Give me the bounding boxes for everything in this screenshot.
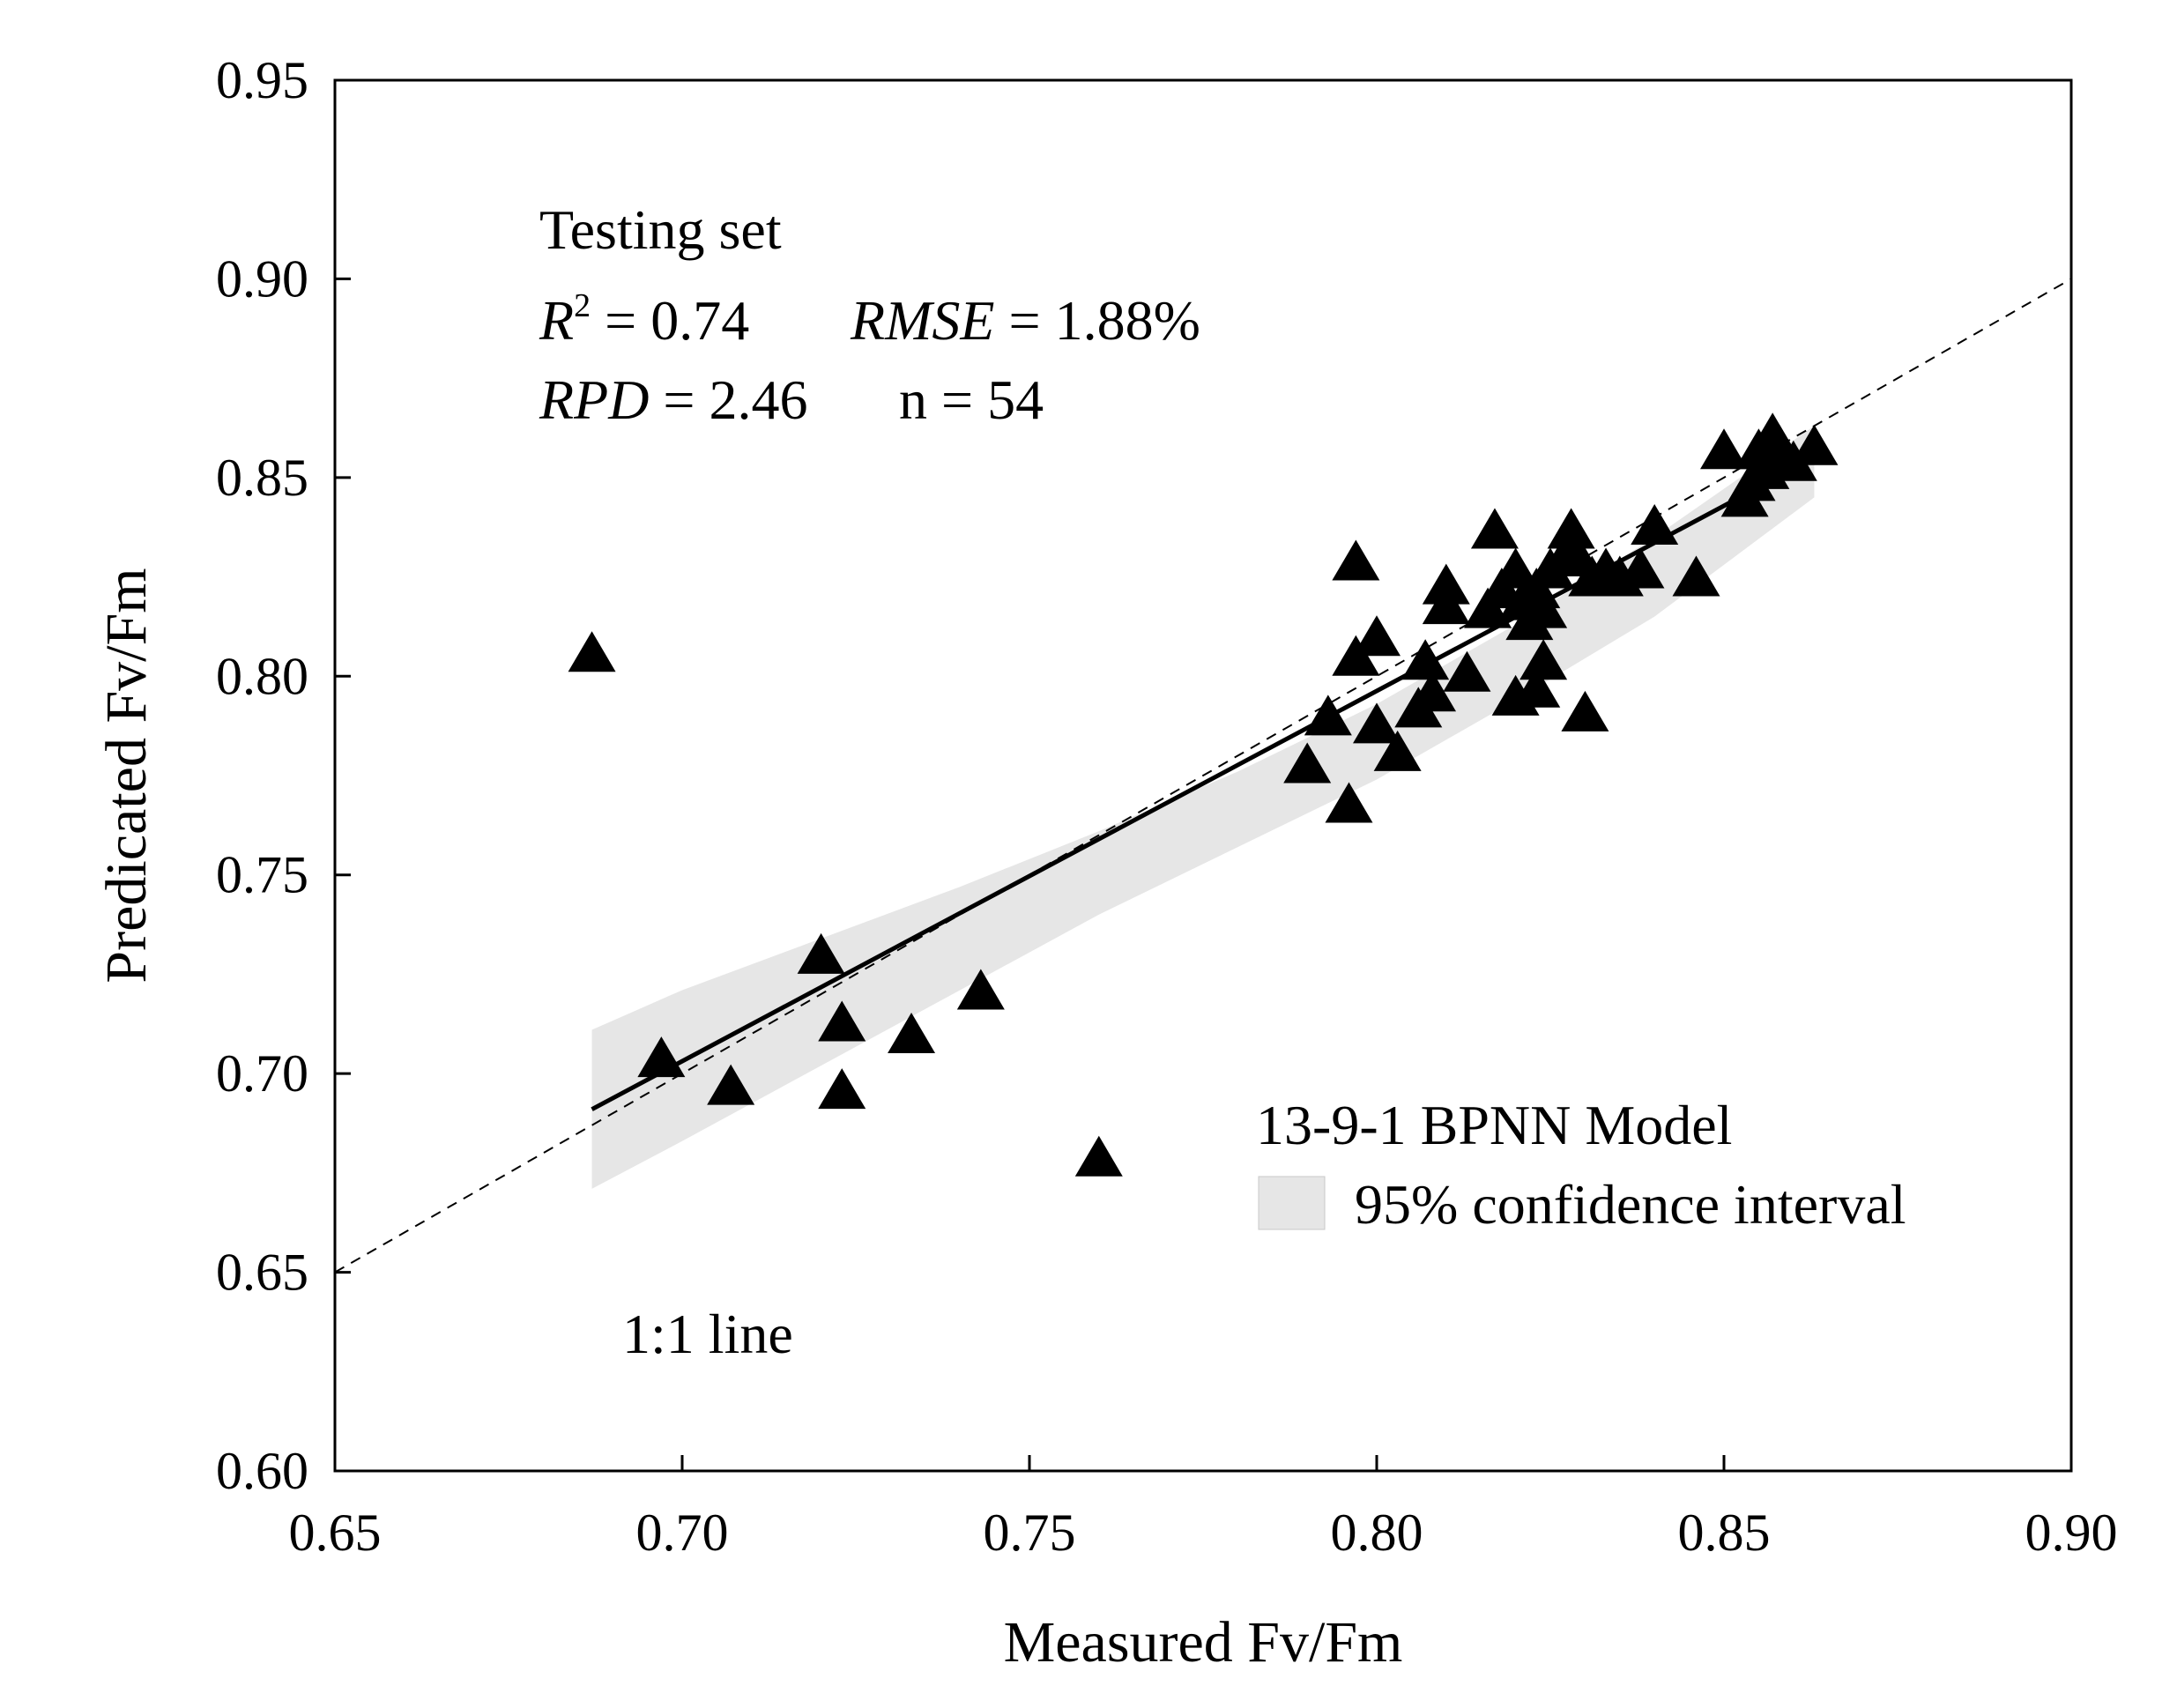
rmse-value: = 1.88% (995, 289, 1200, 352)
data-point (568, 631, 616, 672)
data-point (1790, 424, 1839, 465)
data-point (956, 969, 1005, 1010)
data-point (1373, 730, 1422, 771)
x-tick-label: 0.65 (289, 1504, 382, 1562)
data-point (637, 1036, 686, 1078)
r2-value: = 0.74 (591, 289, 749, 352)
x-tick-label: 0.75 (984, 1504, 1076, 1562)
y-tick-label: 0.90 (216, 249, 308, 308)
set-label: Testing set (539, 198, 782, 261)
data-point (1672, 555, 1720, 597)
y-tick-label: 0.70 (216, 1044, 308, 1103)
data-point (1561, 690, 1609, 731)
data-point (1519, 587, 1568, 628)
data-point (1332, 539, 1380, 581)
legend-ci-label: 95% confidence interval (1355, 1173, 1906, 1236)
data-point (1353, 702, 1401, 744)
data-point (1491, 547, 1540, 589)
y-tick-label: 0.65 (216, 1244, 308, 1302)
y-axis-title: Predicated Fv/Fm (94, 568, 159, 983)
data-point (1283, 742, 1332, 783)
rpd-symbol: RPD (539, 368, 649, 431)
data-point (1519, 639, 1568, 680)
data-point (1616, 547, 1665, 589)
data-point (1631, 503, 1679, 545)
x-axis-ticks: 0.65 0.70 0.75 0.80 0.85 0.90 (289, 1455, 2118, 1562)
data-point (1408, 671, 1457, 712)
data-point (888, 1013, 936, 1054)
y-tick-label: 0.85 (216, 449, 308, 507)
regression-fit-line (591, 456, 1816, 1111)
y-tick-label: 0.60 (216, 1442, 308, 1500)
data-point (1401, 639, 1450, 680)
plot-frame (333, 78, 2073, 1473)
data-point (1547, 508, 1595, 549)
r2-superscript: 2 (574, 287, 591, 324)
r2-symbol: R (539, 289, 574, 352)
data-points (568, 412, 1839, 1177)
n-count: n = 54 (899, 368, 1044, 431)
data-point (1304, 694, 1352, 736)
data-point (1443, 650, 1491, 692)
data-point (797, 932, 845, 974)
data-point (707, 1064, 755, 1105)
data-point (818, 1068, 866, 1110)
data-point (1074, 1135, 1123, 1177)
y-tick-label: 0.75 (216, 846, 308, 904)
legend-ci-swatch (1258, 1176, 1326, 1230)
x-tick-label: 0.85 (1678, 1504, 1771, 1562)
x-axis-title: Measured Fv/Fm (1004, 1610, 1403, 1675)
confidence-interval-band (591, 426, 1815, 1189)
r2-rmse-line: R2 = 0.74 RMSE = 1.88% (539, 287, 1200, 352)
y-tick-label: 0.95 (216, 51, 308, 109)
data-point (818, 1000, 866, 1042)
legend-model-label: 13-9-1 BPNN Model (1256, 1094, 1732, 1156)
data-point (1325, 782, 1373, 823)
data-point (1353, 615, 1401, 657)
rpd-value: = 2.46 (649, 368, 807, 431)
data-point (1422, 563, 1470, 605)
x-tick-label: 0.80 (1331, 1504, 1423, 1562)
x-tick-label: 0.70 (636, 1504, 729, 1562)
one-to-one-label: 1:1 line (622, 1303, 793, 1365)
data-point (1700, 428, 1748, 470)
y-axis-ticks: 0.60 0.65 0.70 0.75 0.80 0.85 0.90 0.95 (216, 51, 351, 1500)
data-point (1470, 508, 1519, 549)
y-tick-label: 0.80 (216, 647, 308, 705)
x-tick-label: 0.90 (2025, 1504, 2118, 1562)
rpd-n-line: RPD = 2.46 n = 54 (539, 368, 1044, 431)
data-point (1512, 666, 1561, 708)
rmse-symbol: RMSE (850, 289, 995, 352)
